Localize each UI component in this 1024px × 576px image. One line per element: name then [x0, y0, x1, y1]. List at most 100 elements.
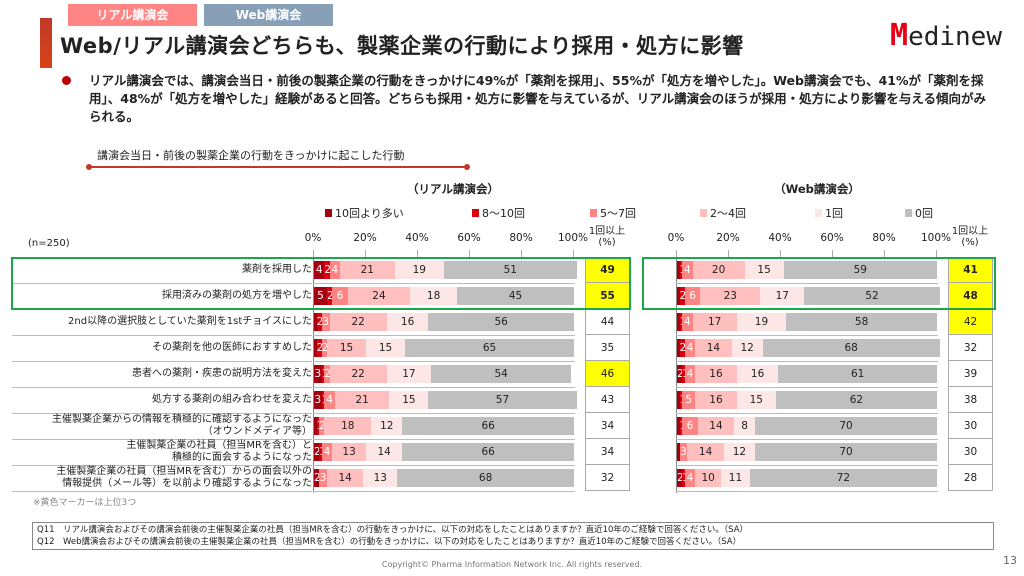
x-gridline: [417, 250, 418, 257]
legend-item: 0回: [905, 205, 933, 221]
bar-segment: 15: [366, 339, 405, 357]
bar-segment: [677, 313, 680, 331]
bar-segment: 1: [679, 261, 683, 279]
bar-segment: 14: [327, 469, 364, 487]
bar-segment: [677, 261, 680, 279]
bar-segment: 2: [319, 417, 325, 435]
question-box: Q11 リアル講演会およびその講演会前後の主催製薬企業の社員（担当MRを含む）の…: [32, 522, 994, 550]
legend-label: 2〜4回: [710, 207, 746, 220]
x-tick-label: 20%: [353, 232, 377, 244]
x-tick-label: 20%: [716, 232, 740, 244]
bar-segment: [314, 313, 317, 331]
x-tick-label: 0%: [304, 232, 322, 244]
bar-segment: 21: [340, 261, 395, 279]
title-accent-bar: [40, 18, 52, 68]
total-cell: 38: [948, 387, 993, 413]
bar-segment: 4: [682, 313, 693, 331]
row-divider: [12, 387, 312, 388]
row-divider: [676, 413, 938, 414]
real-seminar-tag: リアル講演会: [68, 4, 197, 26]
bar-segment: 4: [684, 339, 696, 357]
bar-segment: 70: [755, 443, 937, 461]
total-cell: 34: [585, 413, 630, 439]
x-tick-label: 100%: [557, 232, 589, 244]
row-label-text: 主催製薬企業の社員（担当MRを含む）からの面会以外の 情報提供（メール等）を以前…: [56, 466, 312, 489]
row-divider: [676, 361, 938, 362]
bar-segment: 12: [371, 417, 403, 435]
row-divider: [676, 465, 938, 466]
bar-segment: 4: [684, 365, 696, 383]
bar-segment: 14: [697, 417, 735, 435]
bar-segment: 23: [700, 287, 761, 305]
bar-segment: [677, 443, 680, 461]
legend-label: 5〜7回: [600, 207, 636, 220]
bar-segment: 62: [775, 391, 937, 409]
legend-item: 5〜7回: [590, 205, 636, 221]
bar-segment: 51: [444, 261, 577, 279]
bar-segment: 13: [363, 469, 398, 487]
bar-segment: 2: [324, 261, 330, 279]
x-gridline: [832, 250, 833, 257]
bar-segment: 1: [319, 443, 322, 461]
bar-segment: [677, 417, 680, 435]
x-gridline: [780, 250, 781, 257]
copyright: Copyright© Pharma Information Network In…: [381, 560, 643, 569]
bar-segment: [677, 391, 680, 409]
y-axis: [676, 257, 677, 493]
row-divider: [676, 491, 938, 492]
bar-segment: 15: [389, 391, 429, 409]
bar-segment: 1: [682, 469, 685, 487]
bar-segment: 2: [679, 339, 685, 357]
highlight-note: ※黄色マーカーは上位3つ: [33, 498, 137, 508]
bar-segment: 22: [329, 365, 387, 383]
legend-label: 10回より多い: [335, 207, 404, 220]
row-divider: [12, 491, 312, 492]
row-divider: [676, 335, 938, 336]
bar-segment: 13: [332, 443, 366, 461]
bar-segment: 1: [679, 417, 683, 435]
bar-segment: 6: [684, 287, 701, 305]
row-label: 採用済みの薬剤の処方を増やした: [12, 283, 312, 309]
row-label: 2nd以降の選択肢としていた薬剤を1stチョイスにした: [12, 309, 312, 335]
total-header: 1回以上 (%): [951, 226, 989, 248]
bar-segment: 4: [329, 261, 340, 279]
bar-segment: 8: [734, 417, 755, 435]
bar-segment: 1: [316, 417, 320, 435]
row-label: 主催製薬企業の社員（担当MRを含む）と 積極的に面会するようになった: [12, 439, 312, 465]
bar-segment: 15: [327, 339, 366, 357]
bar-segment: 22: [329, 313, 387, 331]
row-label: 処方する薬剤の組み合わせを変えた: [12, 387, 312, 413]
bar-segment: 16: [736, 365, 779, 383]
total-cell: 32: [585, 465, 630, 491]
bar-segment: 19: [394, 261, 444, 279]
web-seminar-tag: Web講演会: [204, 4, 333, 26]
question-q12: Q12 Web講演会およびその講演会前後の主催製薬企業の社員（担当MRを含む）の…: [37, 537, 742, 547]
bar-segment: 2: [677, 469, 683, 487]
row-label-text: その薬剤を他の医師におすすめした: [152, 342, 312, 353]
bar-segment: 11: [721, 469, 750, 487]
x-tick-label: 60%: [457, 232, 481, 244]
row-label: その薬剤を他の医師におすすめした: [12, 335, 312, 361]
legend-label: 1回: [825, 207, 843, 220]
bar-segment: 2: [314, 443, 320, 461]
y-axis: [313, 257, 314, 493]
legend-swatch: [905, 209, 912, 217]
x-tick-label: 0%: [667, 232, 685, 244]
bar-segment: 15: [736, 391, 776, 409]
logo-mark: M: [890, 18, 909, 53]
bar-segment: 2: [316, 313, 322, 331]
row-divider: [676, 439, 938, 440]
row-label: 主催製薬企業からの情報を積極的に確認するようになった （オウンドメディア等）: [12, 413, 312, 439]
bar-segment: 2: [679, 287, 685, 305]
bar-segment: 4: [324, 391, 335, 409]
row-label: 主催製薬企業の社員（担当MRを含む）からの面会以外の 情報提供（メール等）を以前…: [12, 465, 312, 491]
bar-segment: [677, 287, 680, 305]
row-divider: [12, 361, 312, 362]
bar-segment: 2: [677, 365, 683, 383]
panel-title: （Web講演会）: [774, 182, 860, 196]
bar-segment: 12: [723, 443, 755, 461]
row-divider: [12, 283, 312, 284]
bar-segment: 3: [679, 443, 688, 461]
row-divider: [313, 491, 575, 492]
total-cell: 30: [948, 439, 993, 465]
